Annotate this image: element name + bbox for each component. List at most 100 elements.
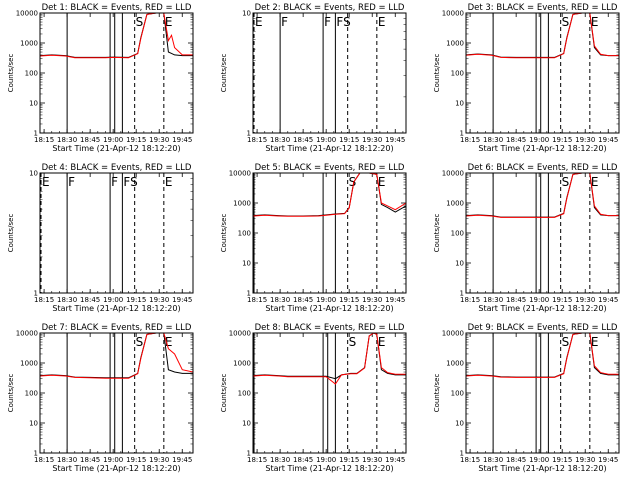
detector-panel-9: Det 9: BLACK = Events, RED = LLD Counts/s…: [433, 323, 620, 473]
y-tick-label: 1: [247, 130, 251, 138]
plot-frame: [39, 12, 194, 134]
event-marker-label: F: [324, 15, 331, 29]
event-marker-label: E: [591, 15, 599, 29]
x-tick-label: 19:30: [362, 136, 382, 144]
x-tick-label: 18:15: [460, 296, 480, 304]
x-tick-label: 19:00: [316, 296, 336, 304]
x-axis-label: Start Time (21-Apr-12 18:12:20): [52, 144, 180, 153]
y-tick-label: 1000: [233, 360, 251, 368]
lld-series-line: [466, 333, 619, 378]
x-tick-label: 19:30: [575, 456, 595, 464]
x-tick-label: 19:45: [385, 296, 405, 304]
x-tick-label: 19:45: [385, 456, 405, 464]
event-marker-label: E: [591, 335, 599, 349]
y-tick-label: 10: [455, 100, 464, 108]
event-marker-label: S: [349, 335, 357, 349]
detector-panel-4: Det 4: BLACK = Events, RED = LLD Counts/s…: [7, 163, 194, 313]
event-marker-label: E: [165, 335, 173, 349]
x-tick-label: 19:15: [552, 136, 572, 144]
plot-frame: [252, 332, 407, 454]
event-marker-label: S: [562, 175, 570, 189]
x-tick-label: 18:30: [57, 456, 77, 464]
detector-panel-8: Det 8: BLACK = Events, RED = LLD Counts/s…: [220, 323, 407, 473]
x-tick-label: 18:45: [293, 296, 313, 304]
y-tick-label: 1000: [446, 40, 464, 48]
x-tick-label: 18:30: [57, 296, 77, 304]
y-axis-label: Counts/sec: [433, 374, 441, 413]
y-tick-label: 10: [242, 10, 251, 18]
x-axis-label: Start Time (21-Apr-12 18:12:20): [478, 464, 606, 473]
x-tick-label: 18:15: [34, 296, 54, 304]
lld-series-line: [253, 173, 406, 217]
y-tick-label: 1: [460, 290, 464, 298]
event-marker-label: E: [255, 15, 263, 29]
plot-frame: [39, 332, 194, 454]
x-tick-label: 18:45: [506, 456, 526, 464]
y-tick-label: 100: [451, 390, 464, 398]
panel-title: Det 1: BLACK = Events, RED = LLD: [42, 3, 192, 13]
plot-frame: [39, 172, 194, 294]
x-tick-label: 19:15: [552, 296, 572, 304]
x-axis-label: Start Time (21-Apr-12 18:12:20): [478, 144, 606, 153]
detector-panel-5: Det 5: BLACK = Events, RED = LLD Counts/s…: [220, 163, 407, 313]
event-marker-label: E: [165, 175, 173, 189]
detector-panel-2: Det 2: BLACK = Events, RED = LLD Counts/s…: [220, 3, 407, 153]
event-marker-label: S: [562, 15, 570, 29]
y-tick-label: 1: [460, 130, 464, 138]
y-tick-label: 10000: [229, 170, 251, 178]
x-tick-label: 19:45: [598, 456, 618, 464]
y-tick-label: 100: [451, 230, 464, 238]
x-tick-label: 18:45: [293, 136, 313, 144]
x-tick-label: 19:15: [126, 296, 146, 304]
y-tick-label: 100: [25, 70, 38, 78]
y-tick-label: 10: [29, 170, 38, 178]
y-tick-label: 100: [238, 390, 251, 398]
y-tick-label: 1000: [446, 360, 464, 368]
x-tick-label: 18:30: [483, 136, 503, 144]
panel-title: Det 8: BLACK = Events, RED = LLD: [255, 323, 405, 333]
y-axis-label: Counts/sec: [220, 374, 228, 413]
y-tick-label: 10000: [442, 10, 464, 18]
y-tick-label: 1: [460, 450, 464, 458]
y-axis-label: Counts/sec: [7, 54, 15, 93]
x-tick-label: 19:15: [552, 456, 572, 464]
y-tick-label: 10: [455, 420, 464, 428]
x-tick-label: 19:15: [339, 136, 359, 144]
panel-title: Det 5: BLACK = Events, RED = LLD: [255, 163, 405, 173]
y-tick-label: 1: [247, 450, 251, 458]
x-axis-label: Start Time (21-Apr-12 18:12:20): [265, 144, 393, 153]
y-tick-label: 10: [29, 100, 38, 108]
x-tick-label: 19:15: [126, 456, 146, 464]
y-axis-label: Counts/sec: [433, 54, 441, 93]
y-tick-label: 1: [247, 290, 251, 298]
detector-panel-6: Det 6: BLACK = Events, RED = LLD Counts/s…: [433, 163, 620, 313]
y-tick-label: 1000: [446, 200, 464, 208]
x-tick-label: 19:30: [362, 456, 382, 464]
event-marker-label: F: [111, 175, 118, 189]
event-marker-label: E: [165, 15, 173, 29]
x-tick-label: 19:00: [529, 456, 549, 464]
y-tick-label: 1: [34, 450, 38, 458]
x-tick-label: 18:15: [247, 296, 267, 304]
x-tick-label: 18:15: [247, 456, 267, 464]
event-marker-label: E: [378, 335, 386, 349]
x-axis-label: Start Time (21-Apr-12 18:12:20): [52, 304, 180, 313]
x-tick-label: 18:15: [460, 456, 480, 464]
x-tick-label: 19:30: [575, 296, 595, 304]
x-tick-label: 19:00: [316, 136, 336, 144]
event-marker-label: F: [68, 175, 75, 189]
panel-title: Det 6: BLACK = Events, RED = LLD: [468, 163, 618, 173]
x-tick-label: 19:45: [598, 296, 618, 304]
plot-frame: [252, 12, 407, 134]
y-tick-label: 10: [455, 260, 464, 268]
y-tick-label: 1000: [20, 360, 38, 368]
x-tick-label: 18:30: [57, 136, 77, 144]
x-tick-label: 18:15: [34, 456, 54, 464]
event-marker-label: FS: [123, 175, 137, 189]
plot-frame: [465, 172, 620, 294]
lld-series-line: [466, 173, 619, 218]
x-tick-label: 18:15: [460, 136, 480, 144]
x-tick-label: 19:00: [103, 456, 123, 464]
x-tick-label: 18:45: [80, 136, 100, 144]
x-tick-label: 19:30: [149, 136, 169, 144]
